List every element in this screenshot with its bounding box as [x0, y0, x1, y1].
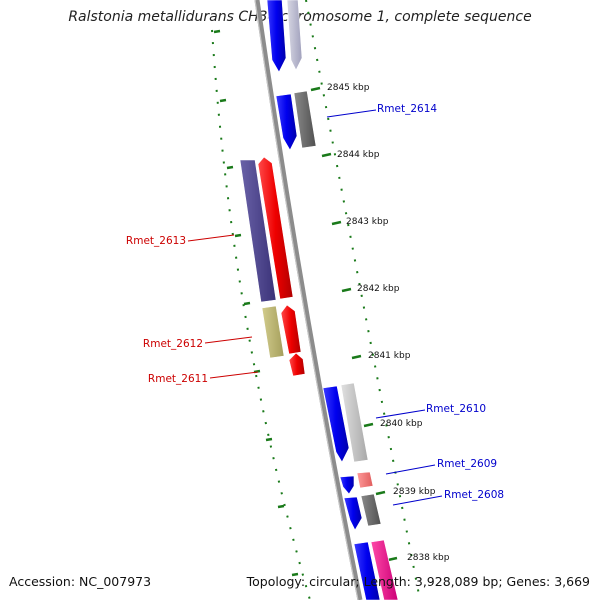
leader-line	[392, 495, 443, 506]
gene-label-rmet-2612[interactable]: Rmet_2612	[143, 338, 203, 350]
gene-feature-rmet-2611[interactable]	[288, 352, 306, 377]
gene-feature-rmet-2614-a[interactable]	[275, 93, 298, 151]
inner-major-ticks	[213, 29, 299, 577]
gene-feature-rmet-2614-b[interactable]	[293, 90, 317, 149]
tick-label: 2843 kbp	[346, 217, 389, 227]
gene-feature-rmet-2608-b[interactable]	[360, 493, 382, 527]
gene-feature[interactable]	[266, 0, 287, 73]
gene-label-rmet-2611[interactable]: Rmet_2611	[148, 373, 208, 385]
gene-feature-rmet-2608-a[interactable]	[343, 496, 363, 531]
gene-feature-rmet-2613-b[interactable]	[257, 156, 294, 300]
leader-line	[326, 109, 377, 118]
genome-stats-text: Topology: circular; Length: 3,928,089 bp…	[246, 574, 590, 589]
leader-line	[375, 409, 426, 419]
gene-label-rmet-2608[interactable]: Rmet_2608	[444, 489, 504, 501]
outer-dotted-guide	[305, 0, 421, 600]
gene-label-rmet-2610[interactable]: Rmet_2610	[426, 403, 486, 415]
major-ticks	[310, 86, 398, 562]
gene-feature-rmet-2612-b[interactable]	[280, 304, 302, 355]
gene-feature-rmet-2613-a[interactable]	[239, 159, 277, 303]
gene-feature-rmet-2610-a[interactable]	[322, 385, 350, 463]
chromosome-backbone-highlight	[254, 0, 359, 600]
leader-line	[209, 371, 259, 379]
gene-label-rmet-2613[interactable]: Rmet_2613	[126, 235, 186, 247]
gene-feature[interactable]	[353, 541, 381, 600]
gene-feature-rmet-2609-b[interactable]	[356, 471, 374, 489]
reverse-strand-genes	[239, 156, 306, 377]
leader-line	[187, 234, 235, 242]
gene-feature-rmet-2612-a[interactable]	[261, 305, 285, 359]
gene-feature-rmet-2609-a[interactable]	[339, 475, 355, 495]
tick-label: 2839 kbp	[393, 487, 436, 497]
tick-label: 2844 kbp	[337, 150, 380, 160]
leader-line	[385, 464, 436, 475]
gene-label-rmet-2614[interactable]: Rmet_2614	[377, 103, 437, 115]
gene-feature[interactable]	[286, 0, 303, 71]
chromosome-backbone	[254, 0, 363, 600]
tick-label: 2845 kbp	[327, 83, 370, 93]
gene-feature-rmet-2610-b[interactable]	[340, 382, 369, 463]
tick-label: 2838 kbp	[407, 553, 450, 563]
tick-label: 2841 kbp	[368, 351, 411, 361]
forward-strand-genes	[266, 0, 399, 600]
map-title: Ralstonia metallidurans CH34 chromosome …	[68, 9, 532, 25]
gene-label-rmet-2609[interactable]: Rmet_2609	[437, 458, 497, 470]
leader-line	[204, 336, 253, 344]
accession-text: Accession: NC_007973	[9, 574, 152, 589]
tick-label: 2840 kbp	[380, 419, 423, 429]
gene-feature[interactable]	[370, 539, 399, 600]
tick-label: 2842 kbp	[357, 284, 400, 294]
